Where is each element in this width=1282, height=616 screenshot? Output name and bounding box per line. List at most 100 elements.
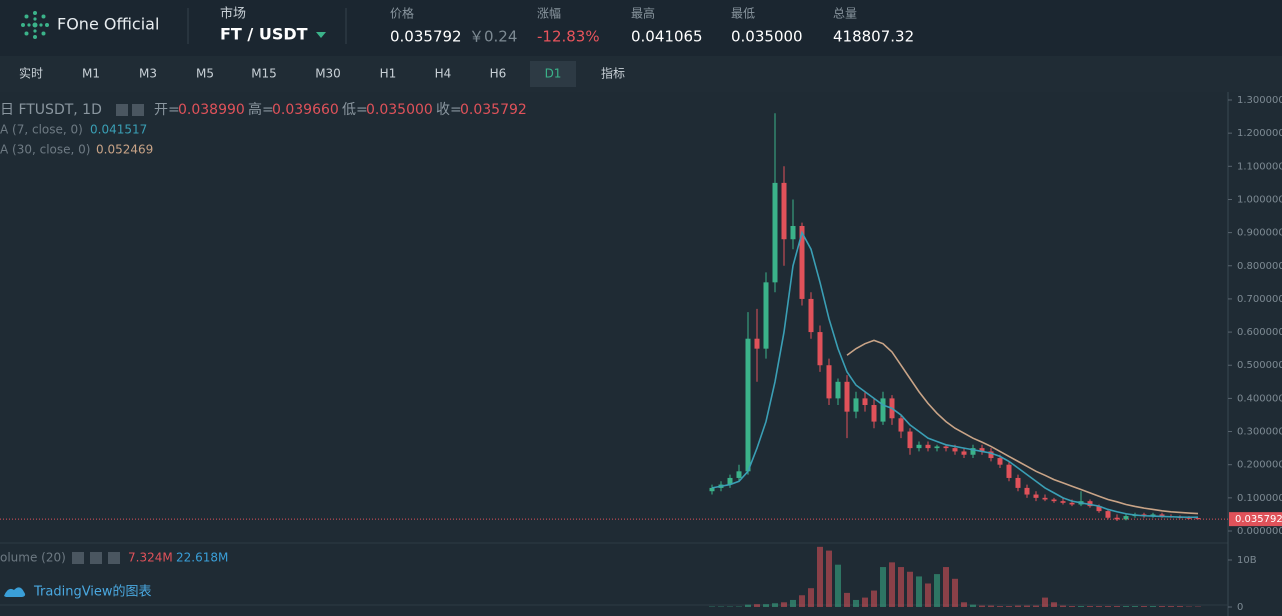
dropdown-arrow[interactable]	[316, 32, 326, 38]
volume-bar	[817, 546, 823, 607]
y-tick-label: 1.300000	[1237, 95, 1282, 106]
volume-bar	[1042, 597, 1048, 607]
volume-bar	[862, 597, 868, 607]
ohlc-value: 0.035792	[460, 102, 527, 118]
volume-tick-label: 0	[1237, 602, 1243, 613]
volume-bar	[880, 567, 886, 607]
volume-tick-label: 10B	[1237, 555, 1257, 566]
candle-body	[736, 471, 742, 478]
timeframe-tab[interactable]: M1	[82, 67, 100, 81]
volume-bar	[772, 603, 778, 607]
stat-value: -12.83%	[537, 28, 600, 46]
candle-body	[745, 338, 751, 472]
volume-bar	[1123, 606, 1129, 607]
candle-body	[1024, 487, 1030, 495]
ohlc-value: 0.035000	[366, 102, 433, 118]
candle-body	[844, 381, 850, 412]
candle-body	[1087, 501, 1093, 507]
candle-body	[853, 398, 859, 412]
candle-body	[799, 225, 805, 299]
ma-name: A (7, close, 0)	[0, 123, 83, 137]
volume-bar	[790, 599, 796, 607]
legend-icon	[72, 552, 84, 564]
volume-bar	[1141, 606, 1147, 607]
volume-bar	[907, 571, 913, 607]
volume-bar	[916, 576, 922, 607]
candle-body	[979, 448, 985, 452]
candle-body	[1006, 464, 1012, 478]
stat-label: 价格	[390, 6, 414, 21]
header-bar	[0, 0, 1282, 56]
volume-bar	[808, 588, 814, 607]
volume-bar	[1159, 606, 1165, 607]
volume-bar	[898, 567, 904, 607]
tradingview-logo	[4, 587, 26, 597]
candle-body	[754, 338, 760, 349]
volume-bar	[835, 564, 841, 607]
candle-body	[1060, 501, 1066, 503]
timeframe-tab[interactable]: M3	[139, 67, 157, 81]
candle-body	[1159, 514, 1165, 517]
candle-body	[1123, 516, 1129, 520]
volume-value: 22.618M	[176, 551, 228, 565]
timeframe-tab[interactable]: M5	[196, 67, 214, 81]
volume-bar	[853, 599, 859, 607]
volume-bar	[997, 606, 1003, 607]
volume-bar	[826, 550, 832, 607]
candle-body	[907, 431, 913, 449]
volume-bar	[1024, 605, 1030, 607]
candle-body	[1195, 518, 1201, 520]
volume-bar	[745, 604, 751, 607]
volume-name: olume (20)	[0, 551, 66, 565]
brand: FOne Official	[57, 15, 159, 34]
ohlc-value: 0.038990	[178, 102, 245, 118]
candle-body	[781, 182, 787, 240]
y-tick-label: 1.000000	[1237, 194, 1282, 205]
volume-bar	[1150, 606, 1156, 607]
candle-body	[1096, 506, 1102, 512]
candle-body	[826, 365, 832, 399]
volume-bar	[1069, 606, 1075, 607]
stat-label: 最高	[631, 6, 655, 21]
volume-bar	[1132, 606, 1138, 607]
candle-body	[1114, 517, 1120, 520]
candle-body	[898, 418, 904, 432]
candle-body	[997, 458, 1003, 465]
last-price-box	[1229, 512, 1282, 527]
candle-body	[790, 225, 796, 240]
legend-icon	[116, 104, 128, 116]
volume-bar	[799, 595, 805, 607]
timeframe-tab[interactable]: 指标	[601, 66, 625, 81]
candle-body	[1033, 494, 1039, 498]
candle-body	[970, 448, 976, 455]
timeframe-tab[interactable]: D1	[545, 67, 562, 81]
candle-body	[817, 332, 823, 366]
legend-icon	[90, 552, 102, 564]
candle-body	[916, 444, 922, 449]
symbol: 日 FTUSDT, 1D	[0, 102, 102, 118]
volume-bar	[1060, 605, 1066, 607]
candle-body	[862, 398, 868, 406]
ohlc-label: 低=	[342, 102, 368, 118]
volume-bar	[1105, 606, 1111, 607]
ohlc-value: 0.039660	[272, 102, 339, 118]
candle-body	[1042, 497, 1048, 500]
legend-icon	[132, 104, 144, 116]
stat-sub: ￥0.24	[469, 28, 517, 46]
stat-label: 涨幅	[537, 6, 561, 21]
pair-selector[interactable]: FT / USDT	[220, 25, 308, 44]
timeframe-tab[interactable]: H1	[380, 67, 397, 81]
footer-brand[interactable]: TradingView的图表	[33, 584, 152, 600]
volume-bar	[763, 604, 769, 607]
market-label: 市场	[220, 6, 246, 22]
timeframe-tab[interactable]: H4	[435, 67, 452, 81]
timeframe-tab[interactable]: H6	[490, 67, 507, 81]
candle-body	[835, 381, 841, 399]
timeframe-tab[interactable]: M15	[251, 67, 277, 81]
timeframe-tab[interactable]: 实时	[19, 66, 43, 81]
volume-bar	[781, 602, 787, 607]
volume-bar	[943, 567, 949, 607]
timeframe-tab[interactable]: M30	[315, 67, 341, 81]
y-tick-label: 0.600000	[1237, 327, 1282, 338]
